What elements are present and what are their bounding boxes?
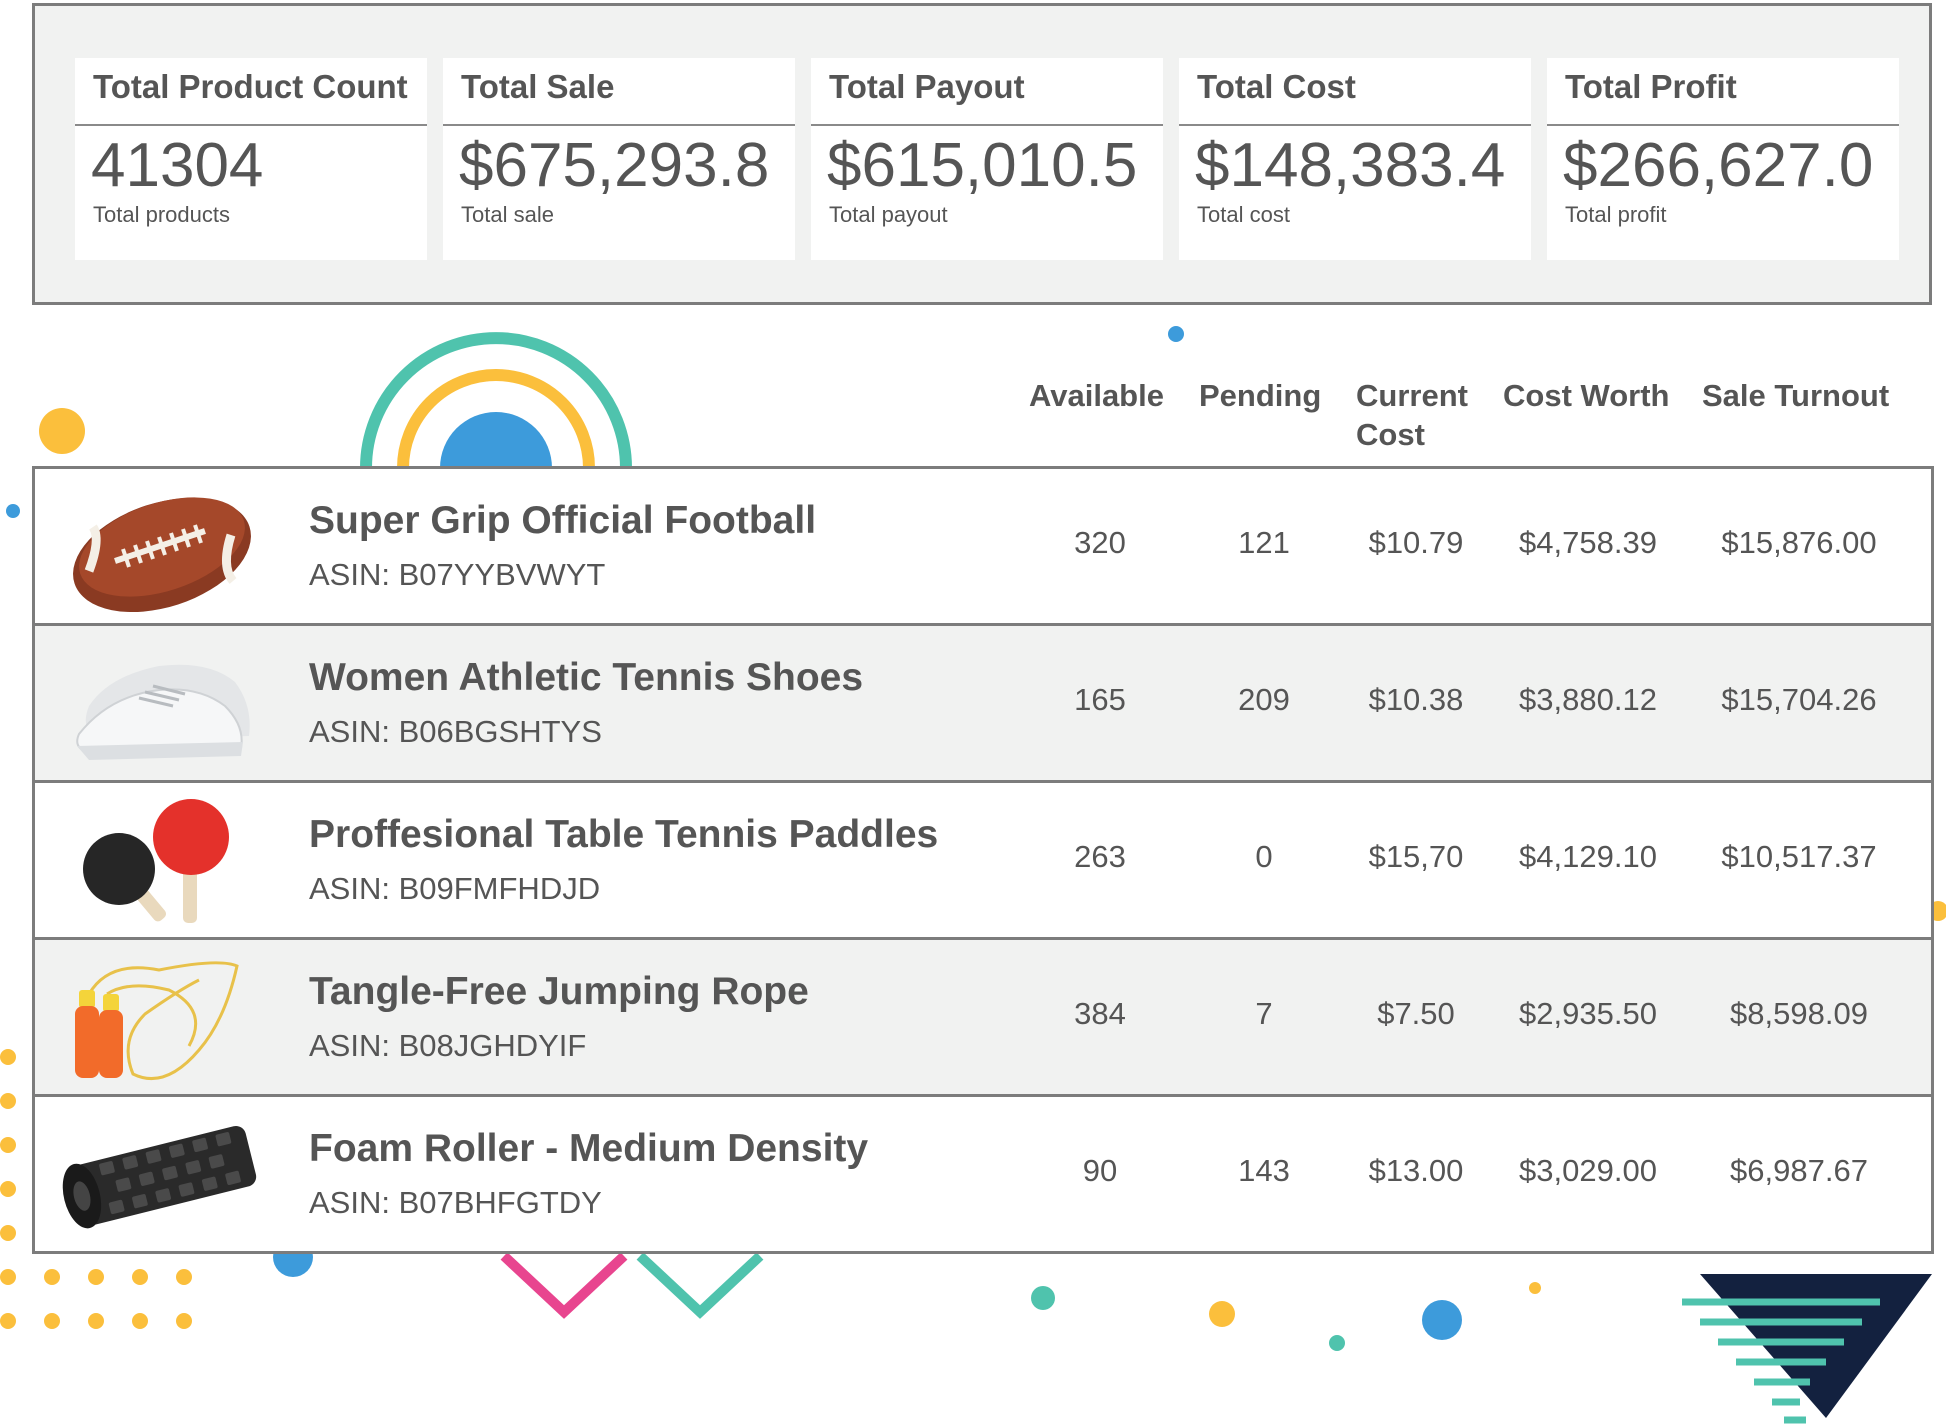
product-asin: ASIN: B09FMFHDJD [309, 871, 601, 906]
dot-icon [1209, 1301, 1235, 1327]
table-row[interactable]: Tangle-Free Jumping Rope ASIN: B08JGHDYI… [35, 940, 1931, 1094]
dot-icon [1422, 1300, 1462, 1340]
cell-pending: 143 [1238, 1153, 1290, 1188]
cell-current-cost: $15,70 [1368, 839, 1464, 874]
cell-sale-turnout: $6,987.67 [1730, 1153, 1868, 1188]
cell-available: 263 [1074, 839, 1126, 874]
card-divider [1179, 124, 1531, 126]
column-header-available[interactable]: Available [1029, 378, 1164, 413]
foam-roller-icon [62, 1125, 257, 1229]
dot-icon [39, 408, 85, 454]
dot-icon [6, 504, 20, 518]
cell-sale-turnout: $8,598.09 [1730, 996, 1868, 1031]
sneaker-icon [76, 664, 250, 760]
product-name[interactable]: Tangle-Free Jumping Rope [309, 970, 809, 1013]
table-row[interactable]: Super Grip Official Football ASIN: B07YY… [35, 469, 1931, 623]
zigzag-icon [500, 1252, 764, 1319]
cell-available: 90 [1082, 1153, 1118, 1188]
card-title: Total Cost [1197, 68, 1356, 105]
column-header-line: Current [1356, 378, 1468, 413]
product-asin: ASIN: B07YYBVWYT [309, 557, 606, 592]
dot-icon [1168, 326, 1184, 342]
card-divider [443, 124, 795, 126]
card-divider [75, 124, 427, 126]
cell-pending: 7 [1255, 996, 1273, 1031]
card-value: 41304 [91, 131, 264, 200]
cell-cost-worth: $2,935.50 [1519, 996, 1657, 1031]
card-total-product-count: Total Product Count 41304 Total products [75, 58, 427, 260]
cell-available: 165 [1074, 682, 1126, 717]
product-name[interactable]: Proffesional Table Tennis Paddles [309, 813, 939, 856]
card-divider [811, 124, 1163, 126]
card-value: $148,383.4 [1195, 131, 1506, 200]
cell-cost-worth: $3,880.12 [1519, 682, 1657, 717]
cell-current-cost: $10.79 [1368, 525, 1464, 560]
product-name[interactable]: Women Athletic Tennis Shoes [309, 656, 864, 699]
card-title: Total Sale [461, 68, 615, 105]
cell-current-cost: $7.50 [1377, 996, 1455, 1031]
card-divider [1547, 124, 1899, 126]
column-header-cost-worth[interactable]: Cost Worth [1503, 378, 1670, 413]
cell-sale-turnout: $10,517.37 [1721, 839, 1877, 874]
card-value: $615,010.5 [827, 131, 1138, 200]
cell-pending: 121 [1238, 525, 1290, 560]
product-asin: ASIN: B06BGSHTYS [309, 714, 602, 749]
card-subtitle: Total sale [461, 202, 554, 227]
card-value: $675,293.8 [459, 131, 770, 200]
card-subtitle: Total cost [1197, 202, 1290, 227]
card-total-cost: Total Cost $148,383.4 Total cost [1179, 58, 1531, 260]
column-header-current-cost[interactable]: Current Cost [1356, 376, 1468, 454]
card-subtitle: Total payout [829, 202, 948, 227]
dot-icon [1329, 1335, 1345, 1351]
column-header-sale-turnout[interactable]: Sale Turnout [1702, 378, 1890, 413]
table-row[interactable]: Women Athletic Tennis Shoes ASIN: B06BGS… [35, 626, 1931, 780]
table-row[interactable]: Foam Roller - Medium Density ASIN: B07BH… [35, 1097, 1931, 1251]
cell-current-cost: $10.38 [1368, 682, 1464, 717]
cell-available: 320 [1074, 525, 1126, 560]
card-total-profit: Total Profit $266,627.0 Total profit [1547, 58, 1899, 260]
football-icon [73, 497, 251, 613]
striped-triangle-icon [1682, 1274, 1932, 1424]
product-name[interactable]: Foam Roller - Medium Density [309, 1127, 869, 1170]
rainbow-arc-icon [360, 332, 632, 469]
cell-sale-turnout: $15,704.26 [1721, 682, 1877, 717]
cell-available: 384 [1074, 996, 1126, 1031]
card-subtitle: Total products [93, 202, 230, 227]
product-table: Super Grip Official Football ASIN: B07YY… [32, 466, 1934, 1254]
paddles-icon [83, 799, 229, 923]
card-title: Total Product Count [93, 68, 408, 105]
table-row[interactable]: Proffesional Table Tennis Paddles ASIN: … [35, 783, 1931, 937]
cell-cost-worth: $4,758.39 [1519, 525, 1657, 560]
cell-cost-worth: $3,029.00 [1519, 1153, 1657, 1188]
product-asin: ASIN: B08JGHDYIF [309, 1028, 587, 1063]
card-title: Total Payout [829, 68, 1025, 105]
cell-current-cost: $13.00 [1368, 1153, 1464, 1188]
card-subtitle: Total profit [1565, 202, 1667, 227]
card-value: $266,627.0 [1563, 131, 1874, 200]
card-total-sale: Total Sale $675,293.8 Total sale [443, 58, 795, 260]
product-asin: ASIN: B07BHFGTDY [309, 1185, 602, 1220]
cell-cost-worth: $4,129.10 [1519, 839, 1657, 874]
card-title: Total Profit [1565, 68, 1737, 105]
cell-sale-turnout: $15,876.00 [1721, 525, 1877, 560]
summary-panel: Total Product Count 41304 Total products… [32, 3, 1932, 305]
dot-grid-icon [0, 1049, 192, 1329]
product-name[interactable]: Super Grip Official Football [309, 499, 817, 542]
cell-pending: 0 [1255, 839, 1273, 874]
jump-rope-icon [75, 961, 239, 1081]
dot-icon [1529, 1282, 1541, 1294]
column-header-line: Cost [1356, 417, 1425, 452]
dot-icon [1031, 1286, 1055, 1310]
column-header-pending[interactable]: Pending [1199, 378, 1322, 413]
card-total-payout: Total Payout $615,010.5 Total payout [811, 58, 1163, 260]
cell-pending: 209 [1238, 682, 1290, 717]
